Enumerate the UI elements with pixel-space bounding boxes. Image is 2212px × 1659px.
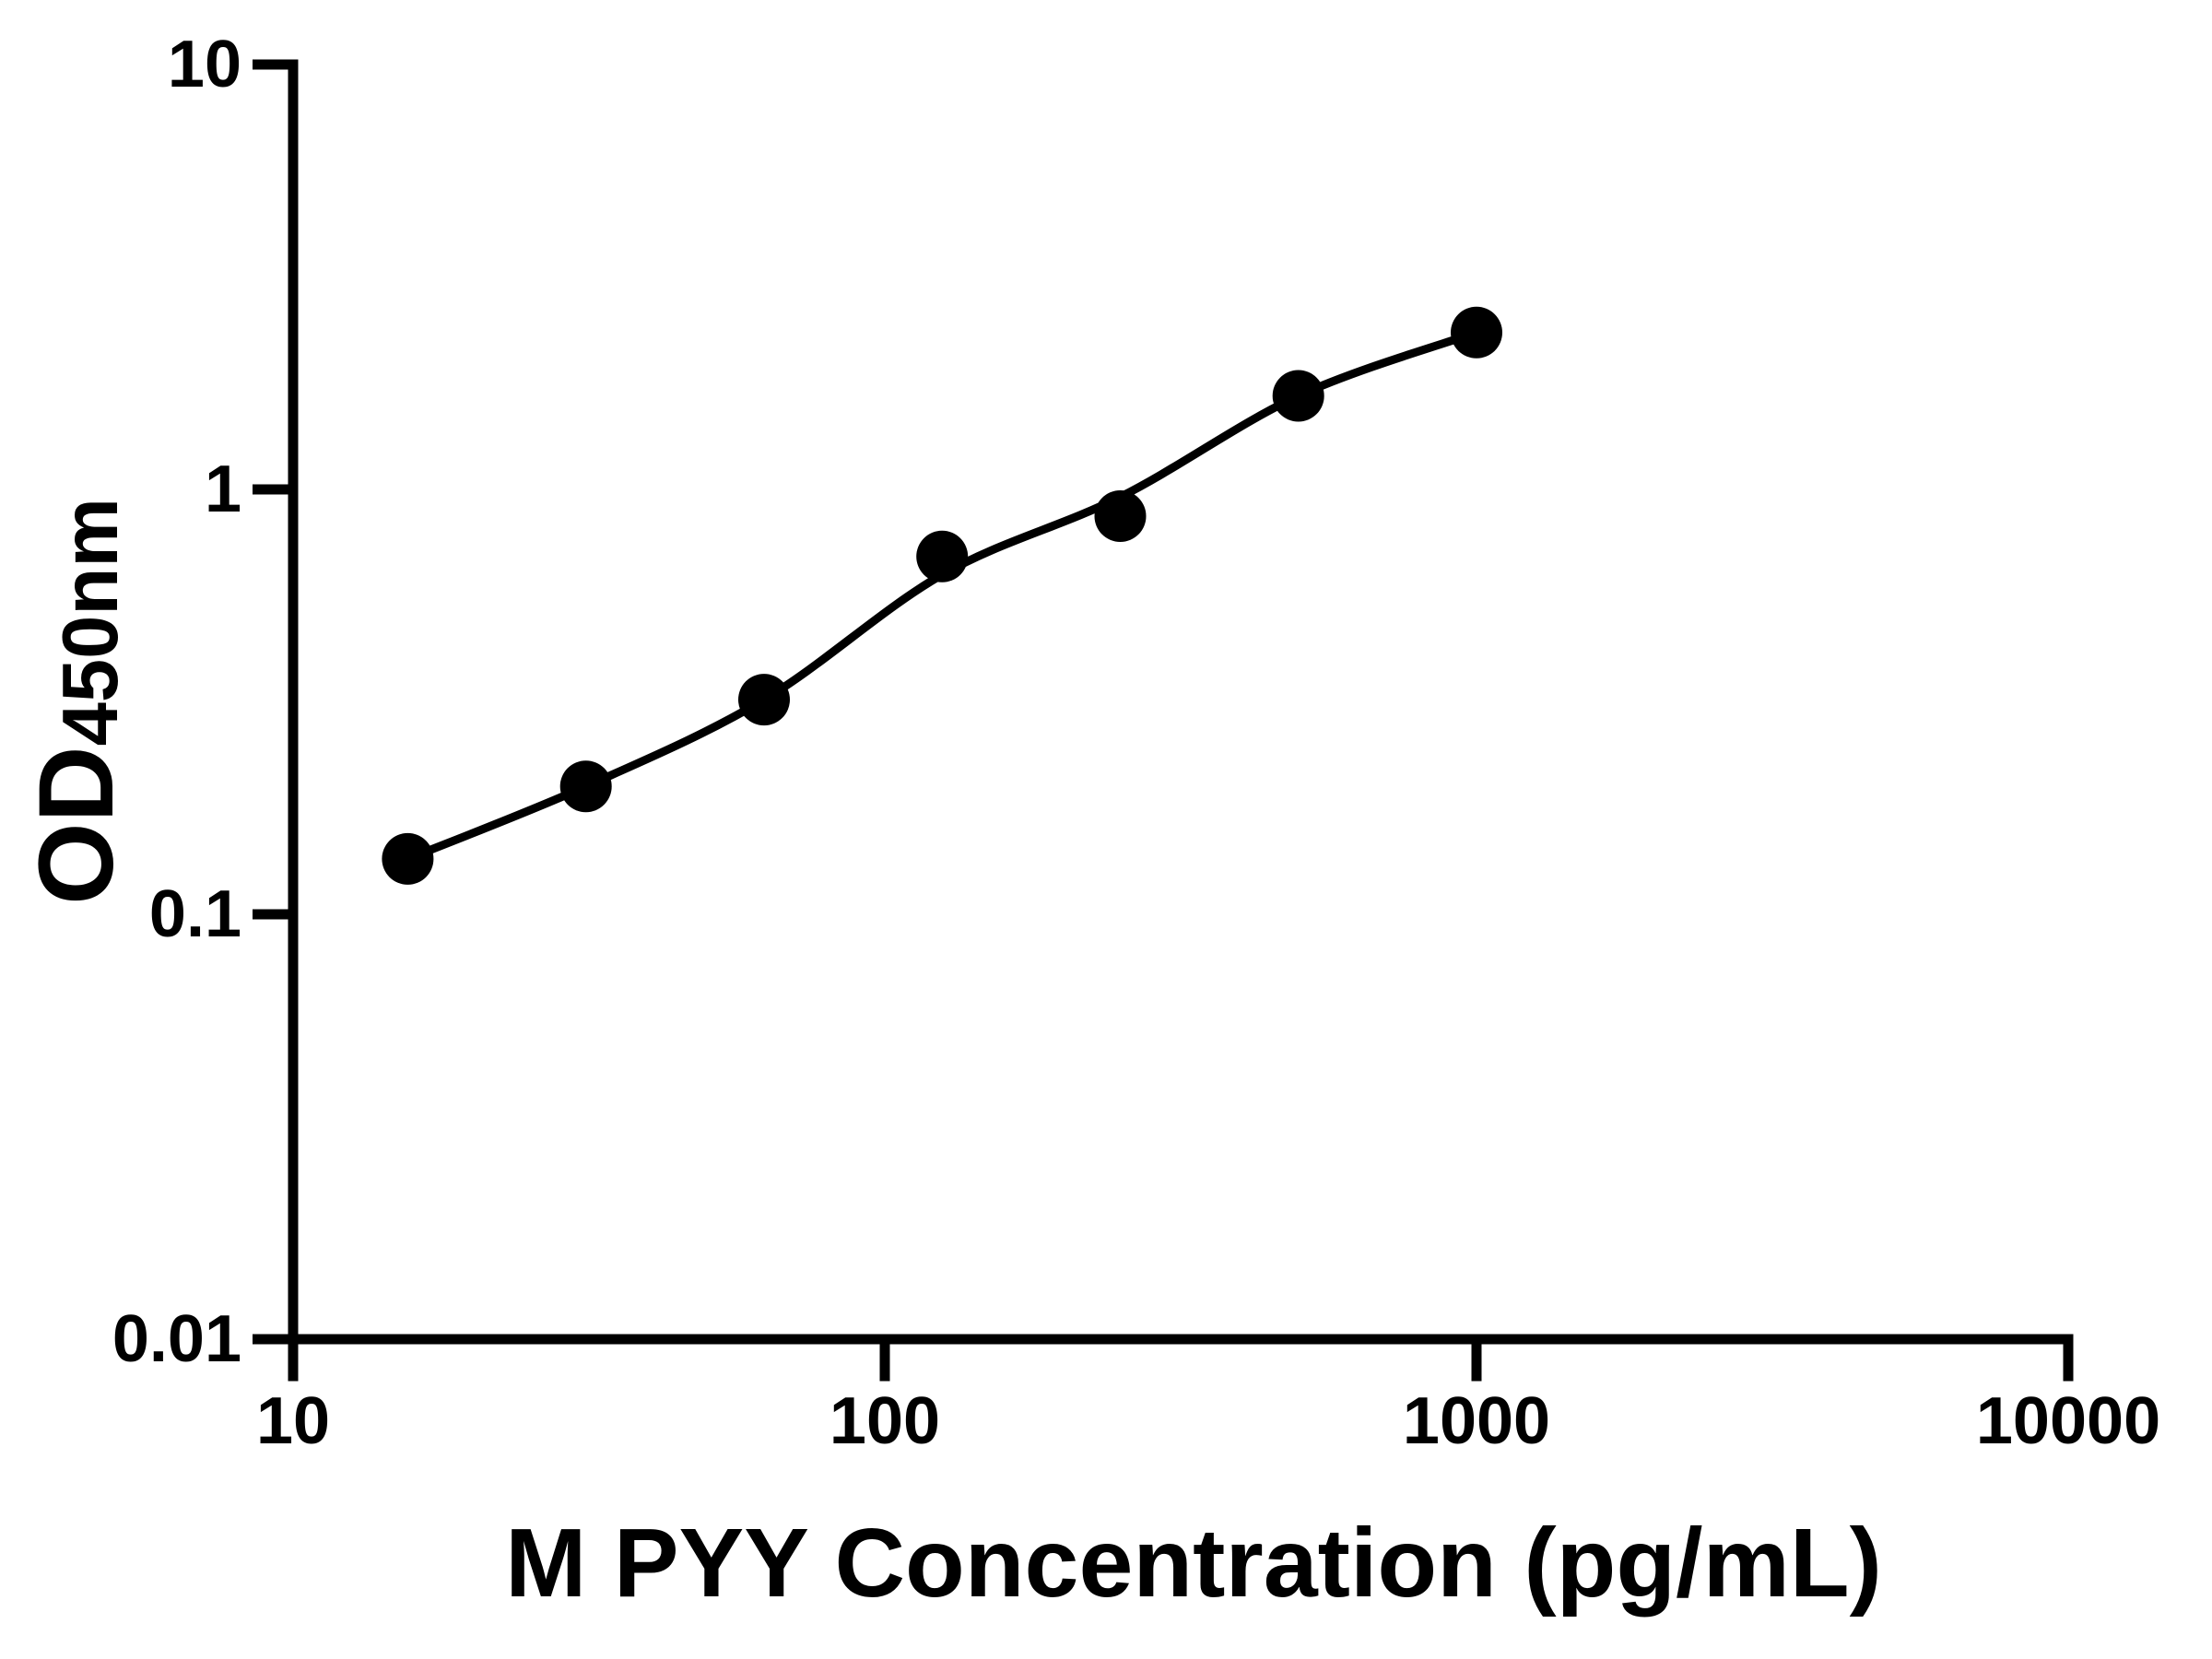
axis-frame	[288, 59, 2074, 1345]
y-tick-label: 0.1	[148, 877, 241, 951]
x-tick-label: 1000	[1402, 1384, 1551, 1458]
data-point	[1451, 306, 1502, 359]
data-point	[916, 530, 969, 582]
data-point	[1272, 370, 1324, 422]
y-tick-label: 10	[167, 28, 241, 101]
y-axis-title: OD450nm	[18, 498, 135, 905]
data-point	[1094, 490, 1147, 542]
x-tick-label: 100	[829, 1384, 941, 1458]
data-point	[559, 760, 612, 813]
x-axis-title: M PYY Concentration (pg/mL)	[505, 1509, 1882, 1618]
y-tick-label: 0.01	[112, 1302, 241, 1376]
data-point	[382, 832, 434, 885]
data-point	[738, 674, 790, 726]
y-tick-label: 1	[204, 453, 241, 526]
y-axis-title-subscript: 450nm	[47, 498, 135, 747]
x-tick-label: 10000	[1975, 1384, 2161, 1458]
x-tick-label: 10	[255, 1384, 331, 1458]
y-axis-title-main: OD	[18, 746, 135, 905]
